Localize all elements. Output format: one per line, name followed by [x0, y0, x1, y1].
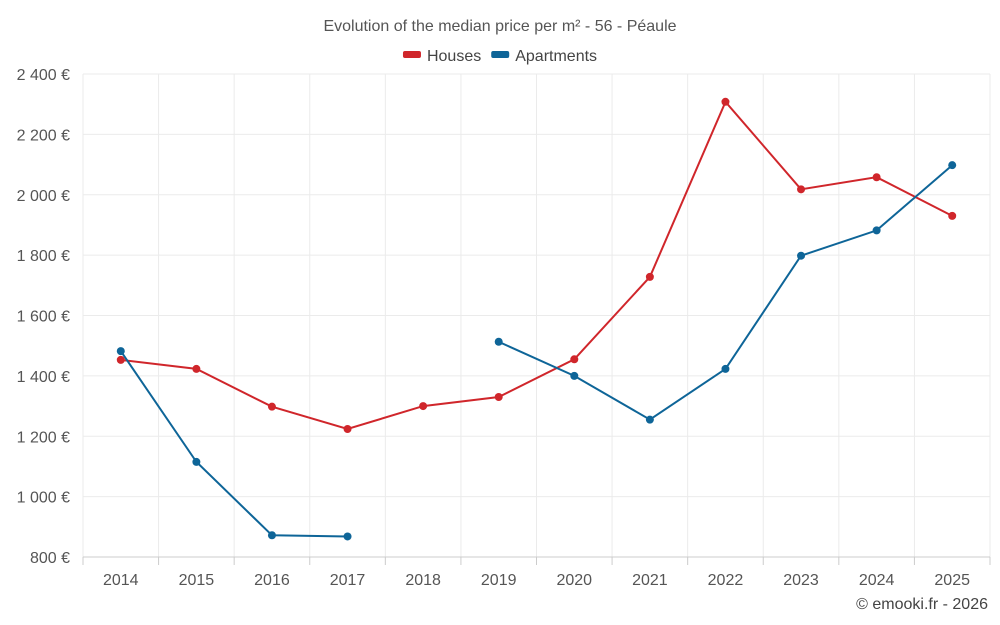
series-layer — [116, 97, 957, 541]
data-point-apartments[interactable] — [267, 531, 276, 540]
data-point-houses[interactable] — [267, 402, 276, 411]
data-point-houses[interactable] — [721, 97, 730, 106]
x-tick-label: 2016 — [254, 572, 290, 589]
data-point-apartments[interactable] — [797, 251, 806, 260]
data-point-apartments[interactable] — [116, 347, 125, 356]
legend-swatch — [491, 51, 510, 58]
legend: Houses Apartments — [402, 48, 597, 65]
x-tick-label: 2021 — [632, 572, 668, 589]
legend-swatch — [402, 51, 421, 58]
y-tick-label: 1 600 € — [17, 309, 70, 326]
x-tick-label: 2017 — [330, 572, 366, 589]
data-point-houses[interactable] — [797, 185, 806, 194]
data-point-apartments[interactable] — [948, 161, 957, 170]
data-point-apartments[interactable] — [872, 226, 881, 235]
data-point-houses[interactable] — [116, 355, 125, 364]
grid — [82, 73, 991, 558]
legend-label: Apartments — [515, 48, 597, 65]
axes: 800 € 1 000 € 1 200 € 1 400 € 1 600 € 1 800 €… — [17, 67, 991, 589]
legend-item-apartments[interactable]: Apartments — [491, 48, 597, 65]
data-point-apartments[interactable] — [570, 371, 579, 380]
data-point-apartments[interactable] — [192, 457, 201, 466]
x-tick-label: 2025 — [934, 572, 970, 589]
y-tick-label: 1 400 € — [17, 369, 70, 386]
x-tick-label: 2020 — [556, 572, 592, 589]
x-tick-label: 2022 — [708, 572, 744, 589]
y-tick-label: 2 000 € — [17, 188, 70, 205]
data-point-houses[interactable] — [872, 173, 881, 182]
data-point-apartments[interactable] — [645, 415, 654, 424]
y-tick-label: 1 200 € — [17, 429, 70, 446]
y-tick-label: 2 200 € — [17, 127, 70, 144]
data-point-apartments[interactable] — [343, 532, 352, 541]
data-point-houses[interactable] — [645, 272, 654, 281]
chart-title: Evolution of the median price per m² - 5… — [323, 18, 676, 35]
data-point-houses[interactable] — [494, 393, 503, 402]
y-tick-label: 1 000 € — [17, 490, 70, 507]
data-point-houses[interactable] — [192, 364, 201, 373]
x-tick-label: 2023 — [783, 572, 819, 589]
data-point-houses[interactable] — [343, 425, 352, 434]
y-tick-label: 1 800 € — [17, 248, 70, 265]
credit-text: © emooki.fr - 2026 — [856, 596, 988, 613]
legend-label: Houses — [427, 48, 481, 65]
series-line-apartments — [119, 350, 348, 538]
data-point-houses[interactable] — [570, 355, 579, 364]
legend-item-houses[interactable]: Houses — [402, 48, 481, 65]
data-point-houses[interactable] — [948, 211, 957, 220]
x-tick-label: 2024 — [859, 572, 895, 589]
series-houses — [116, 97, 957, 434]
series-line-apartments — [498, 164, 953, 421]
data-point-houses[interactable] — [419, 402, 428, 411]
y-tick-label: 2 400 € — [17, 67, 70, 84]
data-point-apartments[interactable] — [494, 337, 503, 346]
x-tick-label: 2014 — [103, 572, 139, 589]
x-tick-label: 2018 — [405, 572, 441, 589]
data-point-apartments[interactable] — [721, 364, 730, 373]
series-apartments — [116, 161, 957, 541]
x-tick-label: 2019 — [481, 572, 517, 589]
series-line-houses — [120, 99, 953, 431]
x-tick-label: 2015 — [179, 572, 215, 589]
y-tick-label: 800 € — [30, 550, 70, 567]
